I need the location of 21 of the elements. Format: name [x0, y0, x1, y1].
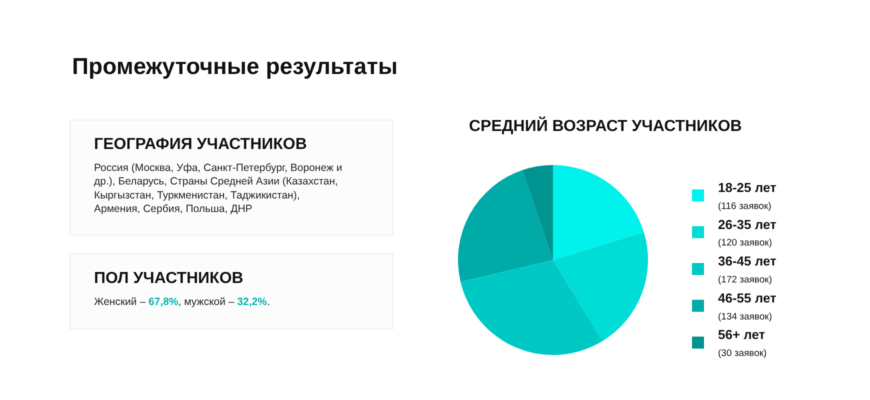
- legend-label: 56+ лет: [718, 327, 766, 342]
- pie-slice: [458, 170, 553, 282]
- pie-slice: [522, 165, 553, 260]
- text: Женский – 67,8%, мужской – 32,2%.: [94, 296, 270, 308]
- text: Россия (Москва, Уфа, Санкт-Петербург, Воронеж и др.), Беларусь, Страны Средней Азии (Казахстан, Кыргызстан, Туркменистан, Таджикистан), Армения, Сербия, Польша, ДНР: [94, 162, 342, 215]
- chart-title: СРЕДНИЙ ВОЗРАСТ УЧАСТНИКОВ: [469, 116, 742, 135]
- pie-slice: [553, 165, 644, 260]
- legend-label: 26-35 лет: [718, 216, 776, 232]
- text: ГЕОГРАФИЯ УЧАСТНИКОВ: [94, 136, 307, 153]
- data-label: (134 заявок): [718, 311, 772, 322]
- data-label: (30 заявок): [718, 348, 767, 360]
- text: Промежуточные результаты: [72, 53, 398, 79]
- text: ПОЛ УЧАСТНИКОВ: [94, 270, 244, 287]
- legend-label: 36-45 лет: [718, 254, 776, 269]
- legend-label: 46-55 лет: [718, 290, 776, 306]
- pie-slice: [553, 232, 648, 342]
- legend-label: 18-25 лет: [718, 180, 776, 196]
- pie-slice: [460, 260, 603, 355]
- data-label: (116 заявок): [718, 200, 772, 212]
- data-label: (172 заявок): [718, 274, 772, 286]
- data-label: (120 заявок): [718, 238, 772, 249]
